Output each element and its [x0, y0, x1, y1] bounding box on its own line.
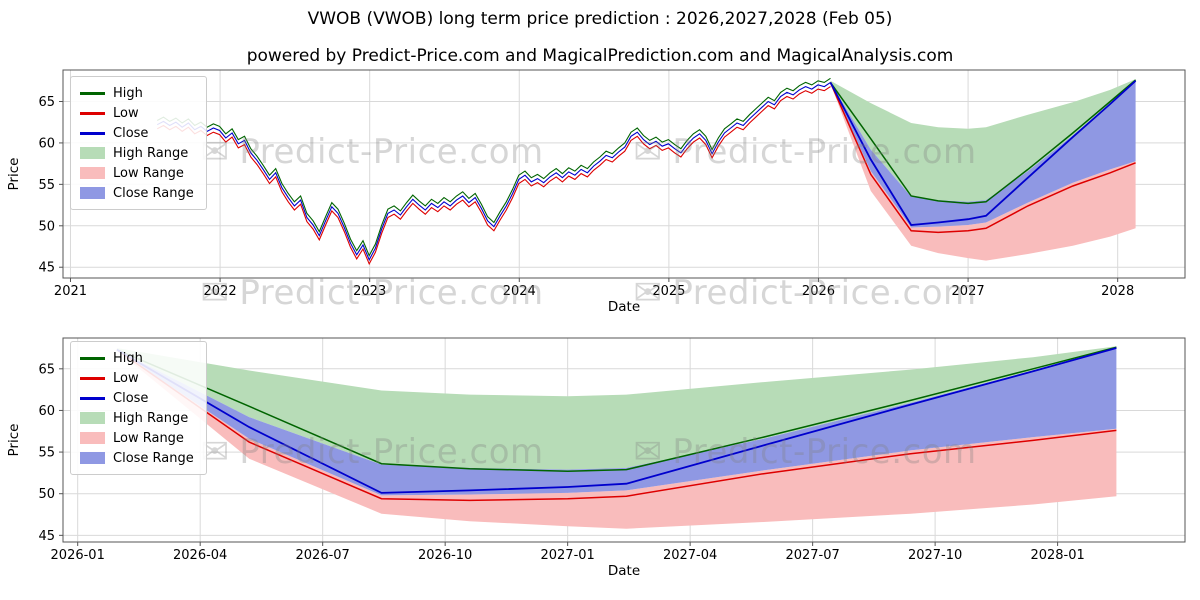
low-range-band: [830, 83, 1136, 261]
prediction-detail-chart: 2026-01 2026-04 2026-07 2026-10 2027-01 2027-…: [6, 337, 1186, 579]
legend: High Low Close High Range Low Range Close Ran…: [70, 76, 207, 210]
legend-patch-swatch: [80, 167, 105, 179]
prediction-close-line: [829, 80, 1137, 226]
x-tick-label: 2021: [54, 284, 87, 299]
legend-item-close: Close: [80, 123, 194, 143]
page-subtitle: powered by Predict-Price.com and Magical…: [246, 46, 954, 66]
legend-item-low: Low: [80, 368, 194, 388]
y-axis-label: Price: [6, 158, 22, 191]
legend-item-low-range: Low Range: [80, 163, 194, 183]
y-tick-label: 45: [38, 529, 55, 544]
legend-item-low-range: Low Range: [80, 428, 194, 448]
x-tick-label: 2025: [652, 284, 685, 299]
prediction-low-line: [116, 349, 1117, 502]
legend-label: Close Range: [113, 450, 194, 466]
legend-label: Close: [113, 390, 149, 406]
x-tick-label: 2027-07: [785, 548, 839, 563]
legend-label: High Range: [113, 145, 189, 161]
legend-label: Low Range: [113, 165, 184, 181]
legend-label: Low: [113, 105, 139, 121]
history-high-line: [156, 77, 831, 257]
legend-line-swatch: [80, 376, 105, 380]
legend-item-high-range: High Range: [80, 143, 194, 163]
y-axis-label: Price: [6, 424, 22, 457]
y-tick-label: 60: [38, 404, 55, 419]
legend-label: High: [113, 350, 143, 366]
y-tick-label: 55: [38, 178, 55, 193]
x-tick-label: 2023: [353, 284, 386, 299]
y-tick-label: 50: [38, 487, 55, 502]
legend: High Low Close High Range Low Range Close Ran…: [70, 341, 207, 475]
prediction-high-line: [116, 346, 1117, 472]
legend-item-close-range: Close Range: [80, 183, 194, 203]
page-title: VWOB (VWOB) long term price prediction :…: [307, 9, 893, 29]
legend-label: High: [113, 85, 143, 101]
legend-item-low: Low: [80, 103, 194, 123]
y-tick-label: 45: [38, 261, 55, 276]
legend-line-swatch: [80, 131, 105, 135]
history-and-prediction-chart: 2021 2022 2023 2024 2025 2026 2027 2028 45 50 55 60…: [6, 69, 1186, 315]
high-range-band: [116, 346, 1117, 470]
legend-line-swatch: [80, 111, 105, 115]
y-tick-label: 60: [38, 136, 55, 151]
prediction-close-line: [116, 347, 1117, 494]
legend-patch-swatch: [80, 147, 105, 159]
prediction-high-line: [829, 79, 1137, 205]
close-range-band: [830, 80, 1136, 228]
x-tick-label: 2027-10: [908, 548, 962, 563]
x-tick-label: 2026-10: [418, 548, 472, 563]
x-tick-label: 2026-04: [173, 548, 227, 563]
legend-patch-swatch: [80, 452, 105, 464]
y-tick-label: 55: [38, 446, 55, 461]
x-tick-label: 2027-04: [663, 548, 717, 563]
y-tick-label: 50: [38, 219, 55, 234]
close-range-band: [116, 348, 1117, 496]
legend-line-swatch: [80, 396, 105, 400]
legend-item-close: Close: [80, 388, 194, 408]
x-tick-label: 2027: [952, 284, 985, 299]
legend-line-swatch: [80, 356, 105, 360]
legend-item-high: High: [80, 348, 194, 368]
history-low-line: [156, 86, 831, 266]
legend-item-high-range: High Range: [80, 408, 194, 428]
x-tick-label: 2026-01: [51, 548, 105, 563]
legend-item-high: High: [80, 83, 194, 103]
legend-label: Low Range: [113, 430, 184, 446]
y-tick-label: 65: [38, 95, 55, 110]
x-tick-label: 2022: [204, 284, 237, 299]
x-tick-label: 2024: [503, 284, 536, 299]
legend-patch-swatch: [80, 187, 105, 199]
x-tick-label: 2026: [802, 284, 835, 299]
prediction-low-line: [829, 82, 1136, 234]
y-tick-label: 65: [38, 362, 55, 377]
low-range-band: [116, 350, 1117, 529]
history-close-line: [156, 81, 831, 262]
legend-label: Low: [113, 370, 139, 386]
legend-label: Close: [113, 125, 149, 141]
x-axis-label: Date: [608, 563, 640, 579]
x-tick-label: 2028-01: [1030, 548, 1084, 563]
plot-frame: [62, 337, 1186, 543]
high-range-band: [830, 79, 1136, 202]
legend-label: Close Range: [113, 185, 194, 201]
legend-label: High Range: [113, 410, 189, 426]
legend-item-close-range: Close Range: [80, 448, 194, 468]
x-tick-label: 2027-01: [540, 548, 594, 563]
legend-line-swatch: [80, 91, 105, 95]
legend-patch-swatch: [80, 412, 105, 424]
plot-frame: [62, 69, 1186, 279]
legend-patch-swatch: [80, 432, 105, 444]
x-tick-label: 2026-07: [296, 548, 350, 563]
x-tick-label: 2028: [1101, 284, 1134, 299]
x-axis-label: Date: [608, 299, 640, 315]
